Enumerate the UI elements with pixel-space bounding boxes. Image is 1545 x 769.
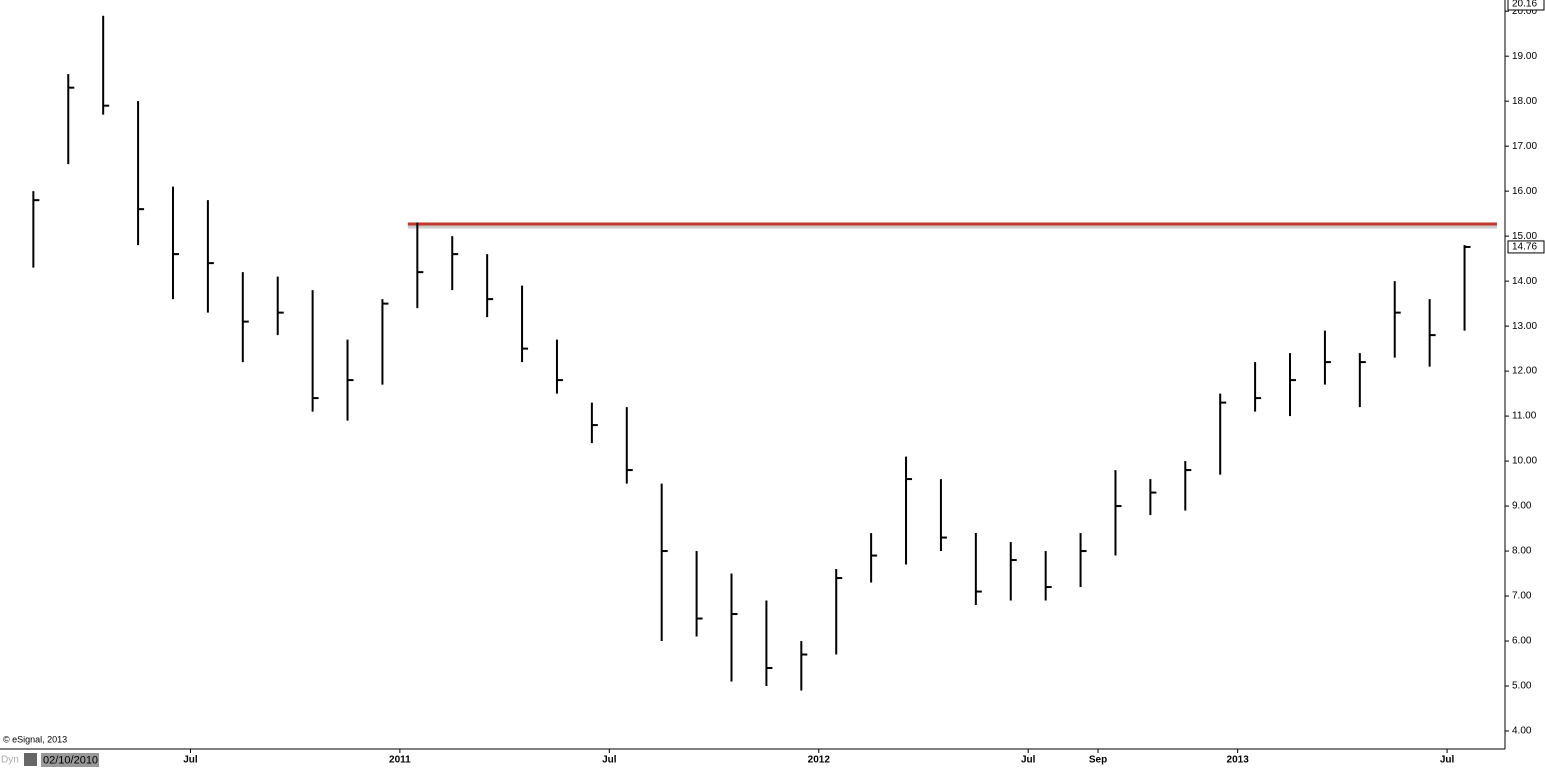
y-tick-label: 9.00	[1512, 501, 1532, 512]
y-tick-label: 20.00	[1512, 6, 1537, 17]
y-tick-label: 5.00	[1512, 681, 1532, 692]
x-tick-label: Jul	[1440, 755, 1455, 766]
x-tick-label: Jul	[183, 755, 198, 766]
y-tick-label: 16.00	[1512, 186, 1537, 197]
y-tick-label: 14.00	[1512, 276, 1537, 287]
y-tick-label: 17.00	[1512, 141, 1537, 152]
axis-max-label: 20.16	[1512, 0, 1537, 10]
y-tick-label: 12.00	[1512, 366, 1537, 377]
mode-label: Dyn	[1, 755, 19, 766]
start-date: 02/10/2010	[43, 754, 98, 766]
x-tick-label: Sep	[1089, 755, 1107, 766]
y-tick-label: 18.00	[1512, 96, 1537, 107]
x-tick-label: 2011	[389, 755, 411, 766]
x-tick-label: 2013	[1227, 755, 1250, 766]
axis-max-box	[1507, 0, 1545, 11]
y-tick-label: 4.00	[1512, 726, 1532, 737]
y-tick-label: 7.00	[1512, 591, 1532, 602]
date-box	[41, 753, 99, 767]
y-tick-label: 13.00	[1512, 321, 1537, 332]
last-price-box	[1507, 240, 1545, 254]
last-price-label: 14.76	[1512, 242, 1537, 253]
copyright: © eSignal, 2013	[3, 734, 67, 744]
y-tick-label: 15.00	[1512, 231, 1537, 242]
icon[interactable]	[24, 753, 37, 766]
y-tick-label: 19.00	[1512, 51, 1537, 62]
x-tick-label: Jul	[602, 755, 617, 766]
y-tick-label: 8.00	[1512, 546, 1532, 557]
x-tick-label: Jul	[1021, 755, 1036, 766]
y-tick-label: 6.00	[1512, 636, 1532, 647]
y-tick-label: 11.00	[1512, 411, 1537, 422]
y-tick-label: 10.00	[1512, 456, 1537, 467]
x-tick-label: 2012	[808, 755, 831, 766]
